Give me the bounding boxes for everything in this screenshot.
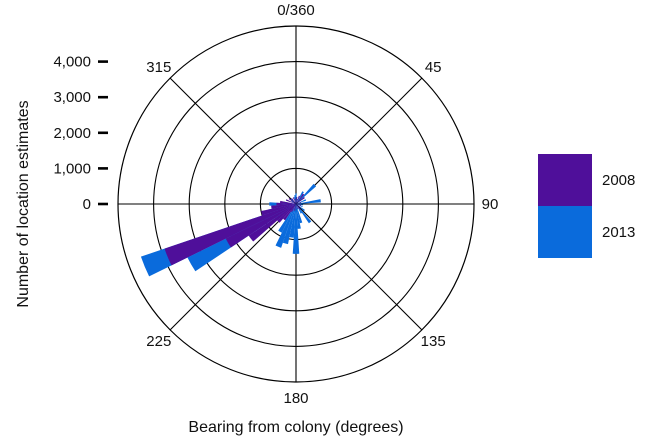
bar-2008-75 (296, 202, 302, 204)
spoke-135 (295, 203, 423, 331)
bar-2013-82.5 (296, 199, 321, 204)
bar-2008-22.5 (296, 195, 300, 204)
bar-2008-37.5 (296, 193, 305, 204)
r-tick-label-0: 0 (83, 196, 91, 213)
bar-2008-247.5 (164, 204, 296, 266)
bar-2008-352.5 (294, 198, 296, 204)
polar-bars (140, 183, 321, 277)
bar-2013-187.5 (289, 204, 296, 238)
bar-2013-97.5 (296, 204, 304, 206)
bar-2008-277.5 (280, 200, 296, 204)
spoke-225 (169, 203, 297, 331)
bar-2013-195 (282, 204, 296, 245)
bar-2013-0 (295, 193, 297, 204)
bar-2013-150 (296, 204, 302, 214)
legend-label-2008: 2008 (602, 172, 635, 189)
angle-label-45: 45 (425, 59, 442, 76)
bar-2013-180 (292, 204, 300, 254)
r-tick-label-1: 1,000 (53, 160, 91, 177)
r-tick-label-4: 4,000 (53, 54, 91, 71)
bar-2008-322.5 (291, 198, 296, 204)
angle-label-315: 315 (146, 59, 171, 76)
bar-2008-142.5 (296, 204, 301, 210)
r-tick-label-2: 2,000 (53, 125, 91, 142)
spoke-45 (295, 77, 423, 205)
radial-axis: 0 1,000 2,000 3,000 4,000 (53, 54, 108, 213)
x-axis-title: Bearing from colony (degrees) (188, 419, 403, 436)
spoke-315 (169, 77, 297, 205)
angle-label-135: 135 (421, 333, 446, 350)
r-tick-label-3: 3,000 (53, 89, 91, 106)
bar-2008-7.5 (296, 196, 298, 204)
legend: 2008 2013 (538, 154, 635, 258)
bar-2013-45 (296, 183, 317, 204)
angle-label-90: 90 (482, 196, 499, 213)
bar-2008-225 (277, 204, 296, 223)
bar-2013-165 (296, 204, 303, 224)
bar-2008-52.5 (296, 196, 305, 204)
polar-grid (117, 25, 475, 383)
angle-label-0: 0/360 (277, 2, 315, 19)
bar-2008-255 (261, 204, 296, 216)
bar-2013-300 (291, 201, 296, 204)
bar-2013-172.5 (296, 204, 301, 229)
bar-2013-315 (290, 198, 296, 204)
bar-2008-262.5 (271, 204, 296, 209)
bar-2013-345 (293, 197, 296, 204)
bar-2013-202.5 (275, 204, 296, 248)
bar-2008-217.5 (283, 204, 296, 221)
bar-2013-15 (296, 198, 298, 204)
bar-2008-232.5 (248, 204, 296, 242)
angle-labels: 0/360 45 90 135 180 225 315 (146, 2, 498, 407)
bar-2008-337.5 (292, 197, 296, 204)
bar-2008-127.5 (296, 204, 301, 208)
bar-2013-67.5 (296, 199, 307, 204)
bar-2008-270 (276, 202, 296, 206)
bar-2008-157.5 (296, 204, 299, 210)
bar-2013-30 (296, 191, 304, 204)
angle-label-180: 180 (283, 390, 308, 407)
bar-2008-307.5 (288, 198, 296, 204)
bar-2008-105 (296, 204, 302, 206)
bar-2008-240 (225, 204, 296, 248)
bar-2008-180 (295, 204, 297, 210)
y-axis-title: Number of location estimates (15, 100, 32, 307)
bar-2008-195 (293, 204, 296, 211)
legend-swatch-2013 (538, 206, 592, 258)
bar-2013-112.5 (296, 204, 303, 208)
legend-label-2013: 2013 (602, 224, 635, 241)
bar-2008-292.5 (285, 199, 296, 204)
legend-swatch-2008 (538, 154, 592, 206)
angle-label-225: 225 (146, 333, 171, 350)
bar-2008-210 (291, 204, 296, 212)
